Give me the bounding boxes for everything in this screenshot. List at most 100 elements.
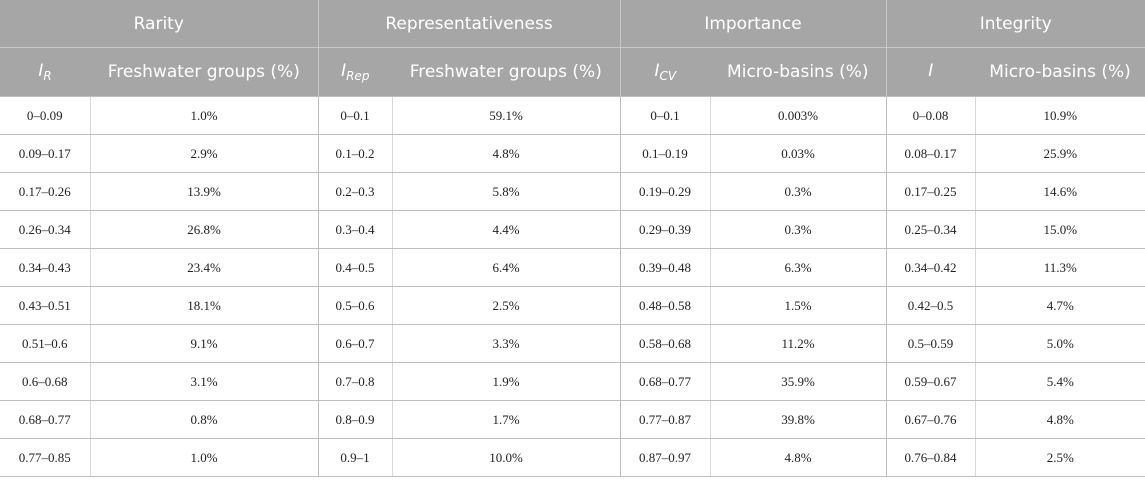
table-row: 0.34–0.43 23.4% 0.4–0.5 6.4% 0.39–0.48 6.3% 0.… [0, 248, 1145, 287]
cell-representativeness-value: 10.0% [391, 438, 621, 477]
cell-representativeness-value: 5.8% [391, 172, 621, 211]
cell-rarity-value: 13.9% [89, 172, 319, 211]
cell-ir-range: 0.26–0.34 [0, 210, 90, 249]
cell-rarity-value: 1.0% [89, 438, 319, 477]
table-header: Rarity Representativeness Importance Int… [0, 0, 1145, 97]
cell-importance-value: 4.8% [709, 438, 887, 477]
cell-i-range: 0.59–0.67 [885, 362, 976, 401]
cell-irep-range: 0.3–0.4 [317, 210, 393, 249]
cell-importance-value: 0.3% [709, 172, 887, 211]
cell-importance-value: 0.003% [709, 96, 887, 135]
group-header-integrity: Integrity [885, 0, 1145, 48]
table-row: 0.26–0.34 26.8% 0.3–0.4 4.4% 0.29–0.39 0.3% 0.… [0, 210, 1145, 249]
cell-ir-range: 0.6–0.68 [0, 362, 90, 401]
table-row: 0–0.09 1.0% 0–0.1 59.1% 0–0.1 0.003% 0–0.08 10.… [0, 96, 1145, 135]
cell-rarity-value: 2.9% [89, 134, 319, 173]
cell-icv-range: 0.87–0.97 [619, 438, 711, 477]
cell-ir-range: 0.17–0.26 [0, 172, 90, 211]
table-row: 0.17–0.26 13.9% 0.2–0.3 5.8% 0.19–0.29 0.3% 0.… [0, 172, 1145, 211]
table-row: 0.6–0.68 3.1% 0.7–0.8 1.9% 0.68–0.77 35.9% 0.5… [0, 362, 1145, 401]
group-header-row: Rarity Representativeness Importance Int… [0, 0, 1145, 48]
cell-representativeness-value: 4.4% [391, 210, 621, 249]
symbol-letter: I [38, 61, 44, 81]
cell-rarity-value: 9.1% [89, 324, 319, 363]
cell-rarity-value: 3.1% [89, 362, 319, 401]
cell-i-range: 0.08–0.17 [885, 134, 976, 173]
cell-importance-value: 11.2% [709, 324, 887, 363]
symbol-subscript: R [43, 69, 52, 83]
cell-importance-value: 1.5% [709, 286, 887, 325]
cell-integrity-value: 10.9% [974, 96, 1145, 135]
cell-integrity-value: 5.0% [974, 324, 1145, 363]
cell-ir-range: 0.09–0.17 [0, 134, 90, 173]
cell-importance-value: 0.3% [709, 210, 887, 249]
cell-integrity-value: 4.8% [974, 400, 1145, 439]
column-header-representativeness-values: Freshwater groups (%) [392, 47, 621, 97]
cell-ir-range: 0–0.09 [0, 96, 90, 135]
cell-ir-range: 0.43–0.51 [0, 286, 90, 325]
symbol-letter: I [654, 61, 660, 81]
cell-icv-range: 0.1–0.19 [619, 134, 711, 173]
cell-representativeness-value: 1.9% [391, 362, 621, 401]
cell-importance-value: 0.03% [709, 134, 887, 173]
cell-i-range: 0.5–0.59 [885, 324, 976, 363]
column-header-ir: IR [0, 47, 90, 97]
table-row: 0.51–0.6 9.1% 0.6–0.7 3.3% 0.58–0.68 11.2% 0.5… [0, 324, 1145, 363]
column-header-row: IR Freshwater groups (%) IRep Freshwater… [0, 47, 1145, 97]
cell-representativeness-value: 1.7% [391, 400, 621, 439]
cell-i-range: 0.17–0.25 [885, 172, 976, 211]
column-header-icv: ICV [619, 47, 711, 97]
cell-rarity-value: 26.8% [89, 210, 319, 249]
cell-integrity-value: 4.7% [974, 286, 1145, 325]
column-header-irep: IRep [317, 47, 393, 97]
cell-importance-value: 39.8% [709, 400, 887, 439]
cell-irep-range: 0.7–0.8 [317, 362, 393, 401]
cell-irep-range: 0.5–0.6 [317, 286, 393, 325]
group-header-rarity: Rarity [0, 0, 319, 48]
group-header-representativeness: Representativeness [317, 0, 621, 48]
cell-representativeness-value: 2.5% [391, 286, 621, 325]
cell-i-range: 0–0.08 [885, 96, 976, 135]
table-body: 0–0.09 1.0% 0–0.1 59.1% 0–0.1 0.003% 0–0.08 10.… [0, 96, 1145, 477]
cell-icv-range: 0.29–0.39 [619, 210, 711, 249]
cell-rarity-value: 23.4% [89, 248, 319, 287]
cell-i-range: 0.25–0.34 [885, 210, 976, 249]
cell-importance-value: 6.3% [709, 248, 887, 287]
table-row: 0.43–0.51 18.1% 0.5–0.6 2.5% 0.48–0.58 1.5% 0.… [0, 286, 1145, 325]
group-header-importance: Importance [619, 0, 887, 48]
symbol-subscript: CV [659, 69, 677, 83]
cell-rarity-value: 0.8% [89, 400, 319, 439]
cell-ir-range: 0.34–0.43 [0, 248, 90, 287]
symbol-letter: I [341, 61, 347, 81]
cell-irep-range: 0.4–0.5 [317, 248, 393, 287]
cell-i-range: 0.34–0.42 [885, 248, 976, 287]
cell-integrity-value: 2.5% [974, 438, 1145, 477]
cell-irep-range: 0–0.1 [317, 96, 393, 135]
cell-icv-range: 0.19–0.29 [619, 172, 711, 211]
cell-integrity-value: 25.9% [974, 134, 1145, 173]
column-header-integrity-values: Micro-basins (%) [975, 47, 1145, 97]
cell-integrity-value: 14.6% [974, 172, 1145, 211]
cell-irep-range: 0.1–0.2 [317, 134, 393, 173]
cell-i-range: 0.76–0.84 [885, 438, 976, 477]
cell-integrity-value: 15.0% [974, 210, 1145, 249]
cell-icv-range: 0.68–0.77 [619, 362, 711, 401]
cell-representativeness-value: 6.4% [391, 248, 621, 287]
table-row: 0.09–0.17 2.9% 0.1–0.2 4.8% 0.1–0.19 0.03% 0.0… [0, 134, 1145, 173]
symbol-subscript: Rep [346, 69, 370, 83]
cell-i-range: 0.67–0.76 [885, 400, 976, 439]
table-row: 0.68–0.77 0.8% 0.8–0.9 1.7% 0.77–0.87 39.8% 0.… [0, 400, 1145, 439]
cell-icv-range: 0.77–0.87 [619, 400, 711, 439]
cell-rarity-value: 1.0% [89, 96, 319, 135]
cell-rarity-value: 18.1% [89, 286, 319, 325]
cell-representativeness-value: 59.1% [391, 96, 621, 135]
cell-irep-range: 0.6–0.7 [317, 324, 393, 363]
cell-ir-range: 0.51–0.6 [0, 324, 90, 363]
cell-irep-range: 0.2–0.3 [317, 172, 393, 211]
cell-icv-range: 0.58–0.68 [619, 324, 711, 363]
cell-importance-value: 35.9% [709, 362, 887, 401]
cell-representativeness-value: 3.3% [391, 324, 621, 363]
cell-ir-range: 0.68–0.77 [0, 400, 90, 439]
cell-integrity-value: 11.3% [974, 248, 1145, 287]
